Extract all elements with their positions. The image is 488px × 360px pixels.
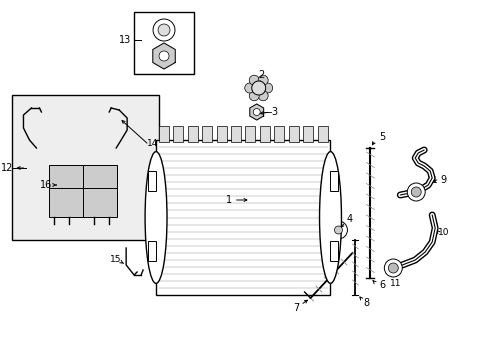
Bar	[156, 140, 330, 295]
Text: 11: 11	[389, 279, 400, 288]
Circle shape	[258, 75, 267, 85]
Bar	[260, 126, 269, 142]
Circle shape	[153, 19, 175, 41]
Text: 15: 15	[110, 256, 122, 265]
Ellipse shape	[319, 152, 341, 283]
Text: 4: 4	[346, 214, 352, 224]
Polygon shape	[249, 104, 263, 120]
Text: 13: 13	[119, 35, 131, 45]
Circle shape	[258, 91, 267, 101]
Bar	[159, 126, 169, 142]
Circle shape	[251, 81, 265, 95]
Polygon shape	[152, 43, 175, 69]
Circle shape	[407, 183, 425, 201]
Text: 16: 16	[40, 180, 52, 190]
Text: 9: 9	[439, 175, 445, 185]
Bar	[317, 126, 327, 142]
Text: 8: 8	[363, 298, 369, 308]
Text: 6: 6	[379, 280, 385, 290]
Circle shape	[387, 263, 397, 273]
Bar	[288, 126, 298, 142]
Text: 12: 12	[1, 163, 14, 173]
Ellipse shape	[145, 152, 167, 283]
Circle shape	[253, 108, 260, 116]
Text: 2: 2	[258, 70, 264, 80]
Circle shape	[410, 187, 420, 197]
Circle shape	[158, 24, 170, 36]
Circle shape	[329, 221, 347, 239]
Circle shape	[249, 91, 259, 101]
Circle shape	[159, 51, 169, 61]
Bar	[173, 126, 183, 142]
Circle shape	[249, 75, 259, 85]
Circle shape	[244, 83, 254, 93]
Text: 1: 1	[225, 195, 231, 205]
Bar	[12, 95, 159, 240]
Bar	[202, 126, 212, 142]
Text: 3: 3	[271, 107, 277, 117]
Bar	[148, 241, 156, 261]
Bar	[148, 171, 156, 191]
Circle shape	[384, 259, 402, 277]
Bar	[245, 126, 255, 142]
Text: 7: 7	[293, 303, 299, 313]
Text: 5: 5	[378, 132, 385, 142]
Bar	[274, 126, 284, 142]
Bar	[49, 165, 117, 217]
Bar	[187, 126, 198, 142]
Text: 14: 14	[147, 139, 159, 148]
Bar	[330, 241, 338, 261]
Text: 10: 10	[438, 228, 449, 237]
Bar	[216, 126, 226, 142]
Circle shape	[334, 226, 342, 234]
Bar	[231, 126, 241, 142]
Circle shape	[262, 83, 272, 93]
Text: 11: 11	[427, 176, 438, 185]
Bar	[330, 171, 338, 191]
Bar	[303, 126, 312, 142]
Bar	[134, 12, 194, 74]
